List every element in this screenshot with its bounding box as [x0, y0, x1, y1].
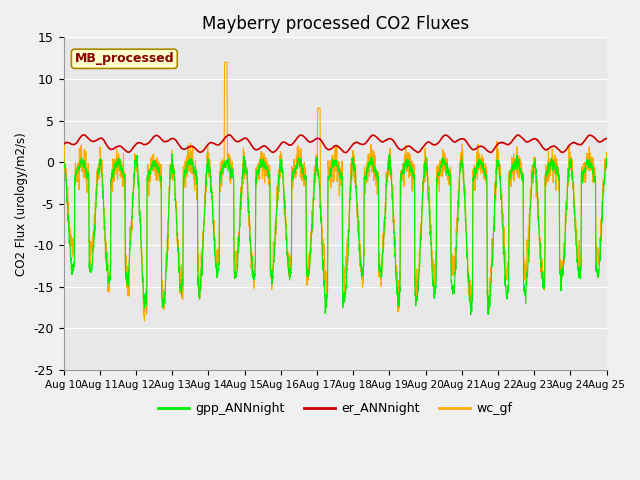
Y-axis label: CO2 Flux (urology/m2/s): CO2 Flux (urology/m2/s) — [15, 132, 28, 276]
Title: Mayberry processed CO2 Fluxes: Mayberry processed CO2 Fluxes — [202, 15, 468, 33]
Text: MB_processed: MB_processed — [74, 52, 174, 65]
Legend: gpp_ANNnight, er_ANNnight, wc_gf: gpp_ANNnight, er_ANNnight, wc_gf — [153, 397, 517, 420]
